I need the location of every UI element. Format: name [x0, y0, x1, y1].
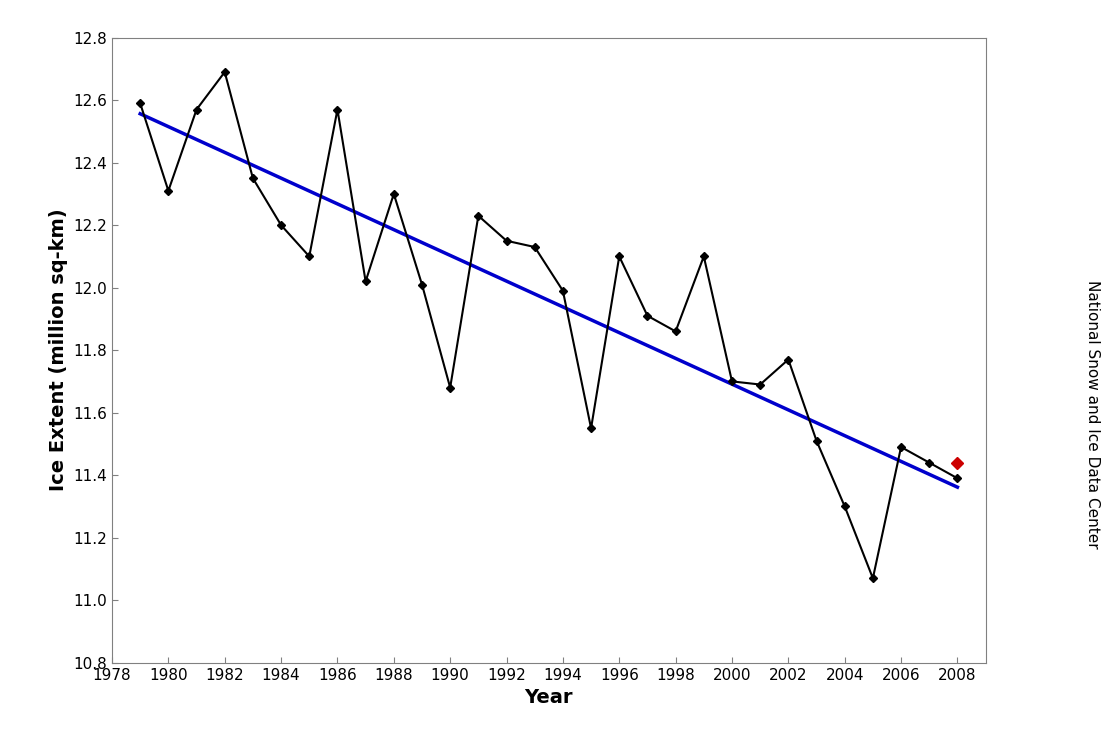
- Y-axis label: Ice Extent (million sq-km): Ice Extent (million sq-km): [48, 209, 67, 492]
- Text: National Snow and Ice Data Center: National Snow and Ice Data Center: [1084, 280, 1100, 548]
- X-axis label: Year: Year: [524, 688, 573, 707]
